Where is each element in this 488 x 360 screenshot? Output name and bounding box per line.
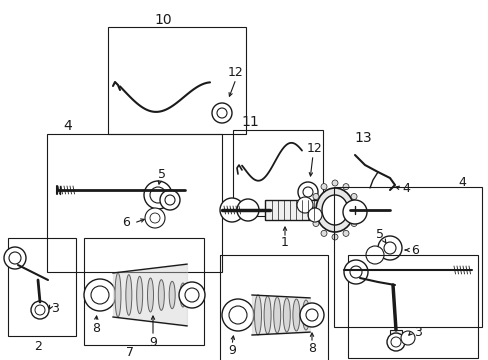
Circle shape [228,306,246,324]
Text: 10: 10 [154,13,171,27]
Circle shape [342,200,366,224]
Circle shape [350,194,356,199]
Text: 4: 4 [401,181,409,194]
Circle shape [299,303,324,327]
Ellipse shape [273,297,280,333]
Circle shape [31,301,49,319]
Text: 2: 2 [34,341,42,354]
Circle shape [4,247,26,269]
Circle shape [342,184,348,190]
Bar [220,255,327,360]
Circle shape [212,103,231,123]
Circle shape [305,309,317,321]
Circle shape [307,208,321,222]
Circle shape [386,333,404,351]
Text: 9: 9 [227,345,235,357]
Ellipse shape [302,300,309,330]
Ellipse shape [254,295,261,335]
Circle shape [220,198,244,222]
Circle shape [184,288,199,302]
Bar [84,238,203,345]
Text: 1: 1 [281,237,288,249]
Circle shape [9,252,21,264]
Circle shape [349,266,361,278]
Ellipse shape [292,299,299,331]
Ellipse shape [147,278,153,312]
Bar [8,238,76,336]
Circle shape [150,213,160,223]
Bar [333,187,481,327]
Circle shape [312,194,318,199]
Circle shape [164,195,175,205]
Ellipse shape [180,283,185,307]
Text: 6: 6 [410,243,418,256]
Circle shape [91,286,109,304]
Circle shape [312,220,318,226]
Circle shape [309,207,315,213]
Circle shape [365,246,383,264]
Bar [108,27,245,134]
Ellipse shape [283,298,290,332]
Circle shape [222,299,253,331]
Circle shape [237,199,259,221]
Ellipse shape [264,296,270,334]
Circle shape [179,282,204,308]
Circle shape [160,190,180,210]
Text: 5: 5 [158,168,165,181]
Bar [232,130,323,216]
Circle shape [331,180,337,186]
Text: 8: 8 [307,342,315,355]
Text: 8: 8 [92,321,100,334]
Ellipse shape [321,195,347,225]
Circle shape [383,242,395,254]
Circle shape [400,331,414,345]
Circle shape [35,305,45,315]
Circle shape [353,207,359,213]
Circle shape [143,181,172,209]
Circle shape [303,187,312,197]
Ellipse shape [115,273,121,317]
Bar [47,134,222,272]
Text: 9: 9 [149,336,157,348]
Circle shape [145,208,164,228]
Ellipse shape [158,280,164,310]
Bar [389,330,401,338]
Text: 3: 3 [413,325,421,338]
Text: 7: 7 [126,346,134,359]
Text: 4: 4 [63,119,72,133]
Circle shape [297,182,317,202]
Text: 12: 12 [228,66,244,78]
Circle shape [150,187,165,203]
Circle shape [331,234,337,240]
Ellipse shape [136,276,142,314]
Bar [347,255,477,358]
Circle shape [320,230,326,237]
Circle shape [217,108,226,118]
Text: 4: 4 [457,175,465,189]
Circle shape [390,337,400,347]
Text: 13: 13 [353,131,371,145]
Circle shape [342,230,348,237]
Circle shape [320,184,326,190]
Ellipse shape [315,188,353,232]
Circle shape [296,197,312,213]
Circle shape [84,279,116,311]
Text: 3: 3 [51,302,59,315]
Ellipse shape [169,281,175,309]
Circle shape [377,236,401,260]
Bar [264,200,319,220]
Text: 6: 6 [122,216,130,230]
Text: 12: 12 [306,141,322,154]
Text: 5: 5 [375,229,383,242]
Ellipse shape [125,275,132,315]
Text: 11: 11 [241,115,258,129]
Circle shape [343,260,367,284]
Circle shape [350,220,356,226]
